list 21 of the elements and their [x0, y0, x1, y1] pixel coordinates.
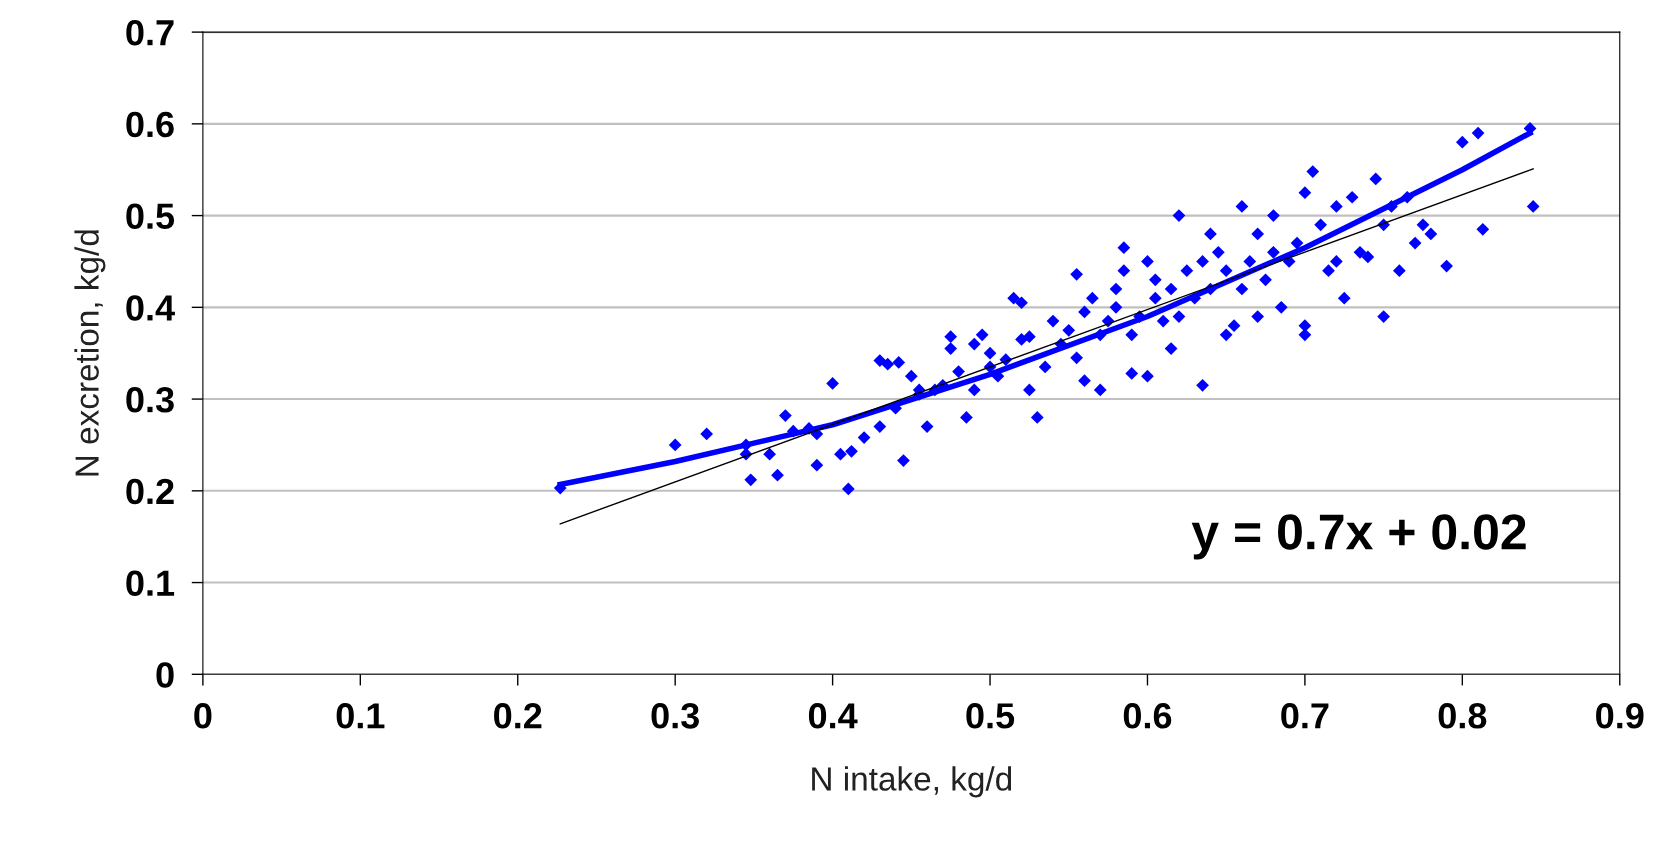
x-tick-label: 0.2 — [494, 703, 542, 729]
y-tick-label: 0.7 — [126, 19, 174, 46]
y-tick-label: 0.2 — [126, 478, 174, 505]
x-axis-title: N intake, kg/d — [812, 766, 1012, 798]
x-tick-label: 0.8 — [1438, 703, 1487, 729]
x-tick-label: 0.1 — [336, 703, 385, 729]
y-tick-label: 0.3 — [126, 386, 174, 413]
annotation: y = 0.7x + 0.02 — [1191, 514, 1526, 560]
x-tick-label: 0.3 — [651, 703, 699, 729]
x-tick-label: 0.7 — [1281, 703, 1329, 729]
y-tick-label: 0.1 — [126, 570, 175, 597]
x-tick-label: 0.4 — [808, 703, 858, 729]
y-tick-label: 0 — [156, 662, 174, 688]
x-tick-label: 0 — [194, 703, 212, 729]
x-tick-label: 0.5 — [966, 703, 1015, 729]
x-tick-label: 0.9 — [1596, 703, 1644, 729]
y-tick-label: 0.5 — [126, 203, 175, 230]
y-tick-label: 0.6 — [126, 111, 174, 138]
x-tick-label: 0.6 — [1123, 703, 1172, 729]
y-tick-label: 0.4 — [126, 295, 175, 321]
y-axis-title: N excretion, kg/d — [74, 230, 106, 476]
